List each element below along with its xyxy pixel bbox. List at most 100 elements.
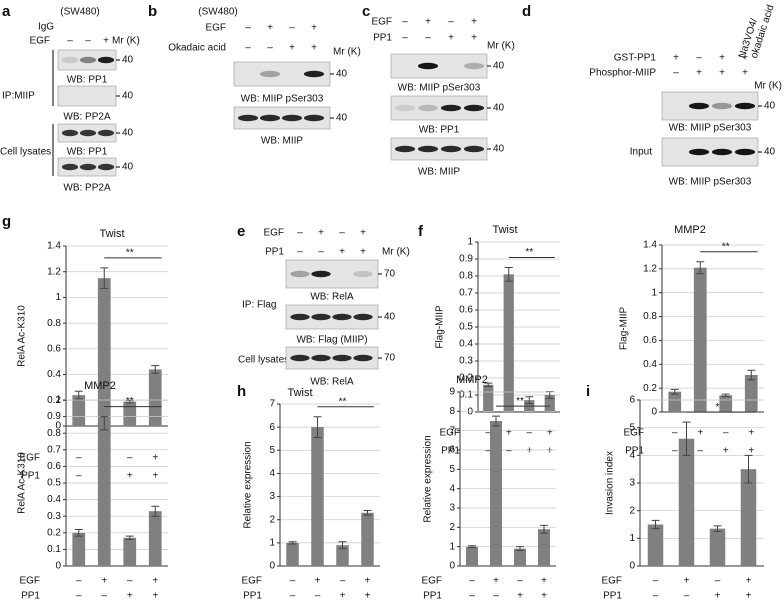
y-tick-label: 3 <box>269 491 275 502</box>
error-bar <box>747 369 756 381</box>
cell-line: (SW480) <box>198 7 237 18</box>
band <box>711 148 733 156</box>
sign: – <box>290 576 296 587</box>
sign: – <box>85 36 91 47</box>
significance: ** <box>339 396 347 407</box>
y-tick-label: 1 <box>55 395 61 406</box>
band <box>303 70 325 78</box>
error-bar <box>516 546 524 552</box>
chart-title: Twist <box>99 228 124 240</box>
y-tick-label: 5 <box>629 422 635 433</box>
condition-label: EGF <box>241 576 262 587</box>
bar <box>647 524 664 566</box>
bar <box>72 532 86 566</box>
sign: – <box>485 428 491 439</box>
sign: – <box>506 446 512 457</box>
y-tick-label: 0 <box>449 561 455 572</box>
sign: + <box>547 428 553 439</box>
sign: – <box>318 247 324 258</box>
sign: – <box>696 53 702 64</box>
row-label: PP1 <box>265 247 284 258</box>
bar <box>668 391 682 412</box>
bar <box>148 369 162 426</box>
bar <box>538 529 550 566</box>
condition-label: PP1 <box>21 591 40 600</box>
sign: + <box>723 446 729 457</box>
y-axis-label: Flag-MIIP <box>435 305 446 349</box>
sign: – <box>127 576 133 587</box>
error-bar <box>74 528 83 537</box>
panel-letter: c <box>362 3 370 20</box>
band <box>303 114 325 122</box>
sign: – <box>76 591 82 600</box>
mw-label: 40 <box>122 128 134 139</box>
wb-label: WB: Flag (MIIP) <box>296 335 367 346</box>
error-bar <box>74 390 83 400</box>
sign: – <box>672 446 678 457</box>
band <box>97 163 115 171</box>
row-label: EGF <box>371 17 392 28</box>
sign: – <box>297 247 303 258</box>
y-tick-label: 0.3 <box>47 511 61 522</box>
mw-label: 40 <box>384 312 396 323</box>
row-label: GST-PP1 <box>614 53 657 64</box>
error-bar <box>125 535 134 540</box>
error-bar <box>363 509 372 516</box>
y-tick-label: 0.4 <box>643 359 657 370</box>
sign: + <box>267 23 273 34</box>
error-bar <box>682 421 691 456</box>
y-tick-label: 1 <box>467 237 473 248</box>
band <box>734 102 756 110</box>
significance: ** <box>126 247 134 258</box>
y-tick-label: 0.8 <box>459 271 473 282</box>
panel-letter: a <box>2 3 11 20</box>
band <box>290 313 310 321</box>
y-tick-label: 0.6 <box>47 343 61 354</box>
y-tick-label: 0.1 <box>459 390 473 401</box>
band <box>237 114 259 122</box>
error-bar <box>338 541 347 550</box>
sign: + <box>289 43 295 54</box>
sign: – <box>76 471 82 482</box>
wb-label: WB: PP1 <box>67 147 108 158</box>
y-tick-label: 0.6 <box>47 461 61 472</box>
sign: + <box>673 53 679 64</box>
bar <box>72 395 86 426</box>
sign: – <box>290 591 296 600</box>
y-axis-label: Relative expression <box>423 435 434 522</box>
band <box>417 62 439 70</box>
y-axis-label: RelA Ac-K310 <box>17 452 28 514</box>
sign: + <box>746 591 752 600</box>
sign: + <box>340 591 346 600</box>
y-tick-label: 0.7 <box>47 444 61 455</box>
sign: – <box>517 576 523 587</box>
error-bar <box>468 545 476 549</box>
cell-line: (SW480) <box>60 7 99 18</box>
y-tick-label: 0.5 <box>47 478 61 489</box>
row-label: EGF <box>263 228 284 239</box>
error-bar <box>313 416 322 439</box>
sign: – <box>697 446 703 457</box>
sign: – <box>469 591 475 600</box>
mw-label: 40 <box>122 55 134 66</box>
band <box>290 354 310 362</box>
blot <box>285 259 379 289</box>
sign: + <box>152 591 158 600</box>
y-tick-label: 1.2 <box>47 266 61 277</box>
band <box>259 70 281 78</box>
y-tick-label: 0 <box>651 407 657 418</box>
sign: + <box>748 428 754 439</box>
sign: – <box>127 453 133 464</box>
y-tick-label: 0.6 <box>643 335 657 346</box>
sign: – <box>67 36 73 47</box>
group-label: Cell lysates <box>0 147 51 158</box>
row-label: PP1 <box>373 33 392 44</box>
band <box>688 102 710 110</box>
band <box>311 270 331 278</box>
sign: + <box>103 36 109 47</box>
bar <box>311 427 324 566</box>
error-bar <box>721 393 730 397</box>
y-tick-label: 0 <box>629 561 635 572</box>
y-tick-label: 0.6 <box>459 305 473 316</box>
